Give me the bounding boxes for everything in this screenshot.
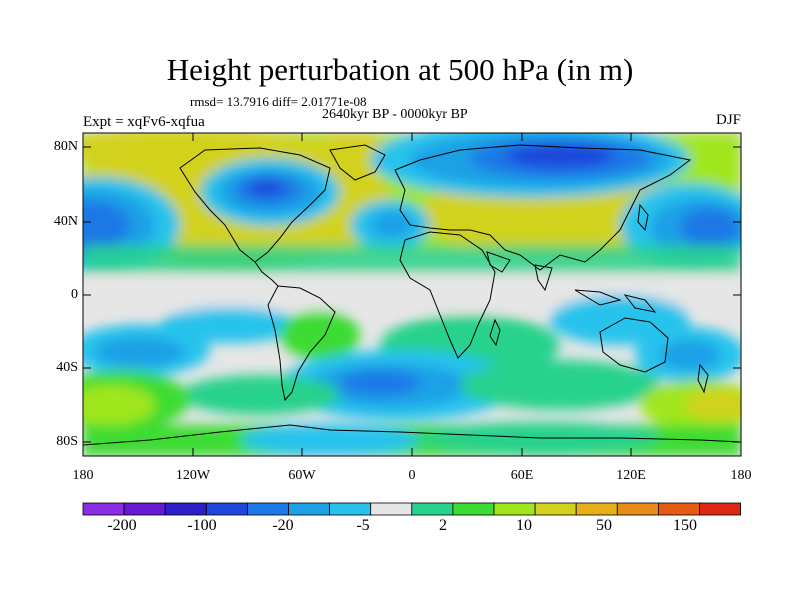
stats-label: rmsd= 13.7916 diff= 2.01771e-08 [190, 94, 367, 109]
colorbar-label: -5 [356, 517, 370, 534]
lat-label: 40N [53, 214, 78, 229]
colorbar-label: -100 [187, 517, 217, 534]
colorbar-label: -200 [107, 517, 137, 534]
colorbar-box [82, 502, 125, 516]
colorbar-box [370, 502, 413, 516]
colorbar-label: 10 [516, 517, 532, 534]
colorbar-label: 50 [596, 517, 612, 534]
map-title: Height perturbation at 500 hPa (in m) [166, 52, 634, 87]
period-label: 2640kyr BP - 0000kyr BP [322, 107, 468, 122]
lon-label: 0 [408, 468, 416, 483]
colorbar-box [123, 502, 166, 516]
colorbar-label: 2 [439, 517, 447, 534]
season-label: DJF [715, 112, 741, 128]
lon-label: 60W [288, 468, 316, 483]
colorbar [82, 502, 741, 516]
coastlines [83, 144, 741, 446]
colorbar-box [699, 502, 741, 516]
colorbar-box [534, 502, 577, 516]
colorbar-box [411, 502, 454, 516]
lon-label: 60E [510, 468, 534, 483]
lat-label: 80S [56, 434, 78, 449]
lon-label: 180 [72, 468, 94, 483]
contour-field [83, 133, 741, 456]
lat-label: 80N [53, 139, 78, 154]
lon-label: 120W [175, 468, 211, 483]
lat-label: 0 [71, 287, 78, 302]
colorbar-box [205, 502, 248, 516]
colorbar-label: -20 [272, 517, 294, 534]
colorbar-box [288, 502, 330, 516]
colorbar-label: 150 [673, 517, 697, 534]
colorbar-box [658, 502, 700, 516]
colorbar-box [575, 502, 618, 516]
colorbar-box [493, 502, 536, 516]
colorbar-box [164, 502, 207, 516]
lon-label: 120E [616, 468, 646, 483]
map-frame [82, 132, 742, 457]
colorbar-box [452, 502, 495, 516]
colorbar-box [616, 502, 659, 516]
lat-label: 40S [56, 360, 78, 375]
lon-label: 180 [730, 468, 752, 483]
experiment-label: Expt = xqFv6-xqfua [83, 114, 205, 130]
colorbar-box [246, 502, 289, 516]
colorbar-box [329, 502, 372, 516]
